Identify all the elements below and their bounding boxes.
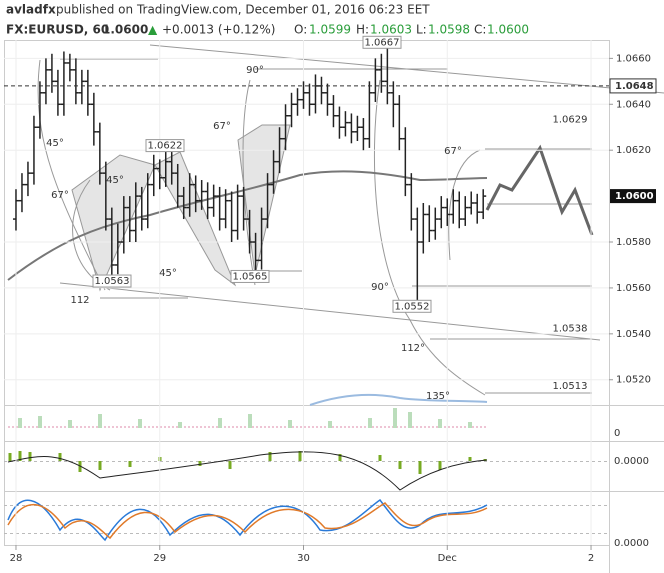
symbol: FX:EURUSD, 60 [6, 23, 109, 37]
x-tick-label: 28 [10, 553, 23, 564]
price-label-box [230, 269, 270, 283]
angle-label: 45° [106, 175, 124, 186]
angle-label: 67° [51, 190, 69, 201]
price-label: 1.0667 [365, 37, 400, 48]
y-tick-label: 1.0580 [616, 237, 651, 248]
angle-label: 135° [426, 391, 450, 402]
price-label: 1.0563 [95, 276, 130, 287]
angle-label: 67° [444, 146, 462, 157]
y-tick-label: 1.0540 [616, 329, 651, 340]
y-tick-label: 1.0520 [616, 375, 651, 386]
change: +0.0013 (+0.12%) [162, 23, 275, 37]
angle-label: 112° [401, 343, 425, 354]
angle-label: 112 [70, 295, 89, 306]
author[interactable]: avladfx [6, 3, 56, 17]
l-label: L: [416, 23, 427, 37]
pane-axis-label: 0.0000 [614, 456, 649, 467]
y-tick-label: 1.0640 [616, 99, 651, 110]
arrow: ▲ [148, 23, 158, 37]
price-label-box [92, 274, 132, 288]
angle-label: 90° [246, 65, 264, 76]
marker-tag [609, 78, 657, 94]
x-tick-label: 30 [297, 553, 310, 564]
x-tick-label: 2 [588, 553, 594, 564]
price-label-box [362, 35, 402, 49]
o-label: O: [294, 23, 307, 37]
price-label: 1.0538 [553, 323, 588, 334]
price-label-box [145, 139, 185, 153]
l-value: 1.0598 [428, 23, 470, 37]
published: published on TradingView.com, December 0… [56, 3, 430, 17]
stoch-pane [4, 498, 609, 542]
x-tick-label: 29 [153, 553, 166, 564]
volume-ma [309, 393, 488, 406]
projection [485, 144, 594, 236]
angle-label: 45° [46, 138, 64, 149]
last-price-label: 1.0600 [615, 191, 654, 202]
pane-axis-label: 0.0000 [614, 538, 649, 549]
last-price-tag [610, 189, 656, 204]
angle-label: 45° [159, 268, 177, 279]
price-label: 1.0629 [553, 115, 588, 126]
pane-axis-label: 0 [614, 428, 620, 439]
pane-frames [4, 40, 664, 573]
angle-label: 67° [213, 121, 231, 132]
c-label: C: [474, 23, 486, 37]
price-label-box [392, 299, 432, 313]
price: 1.0600 [102, 23, 148, 37]
h-value: 1.0603 [370, 23, 412, 37]
x-tick-label: Dec [438, 553, 457, 564]
marker-label: 1.0648 [615, 81, 654, 92]
angle-label: 90° [371, 282, 389, 293]
y-tick-label: 1.0560 [616, 283, 651, 294]
price-label: 1.0622 [148, 141, 183, 152]
volume-pane [8, 408, 487, 428]
y-tick-label: 1.0660 [616, 53, 651, 64]
moving-average [7, 170, 488, 281]
price-label: 1.0513 [553, 381, 588, 392]
macd-pane [4, 451, 609, 491]
c-value: 1.0600 [487, 23, 529, 37]
y-tick-label: 1.0620 [616, 145, 651, 156]
h-label: H: [356, 23, 369, 37]
price-label: 1.0565 [233, 271, 268, 282]
price-label: 1.0552 [395, 301, 430, 312]
o-value: 1.0599 [309, 23, 351, 37]
